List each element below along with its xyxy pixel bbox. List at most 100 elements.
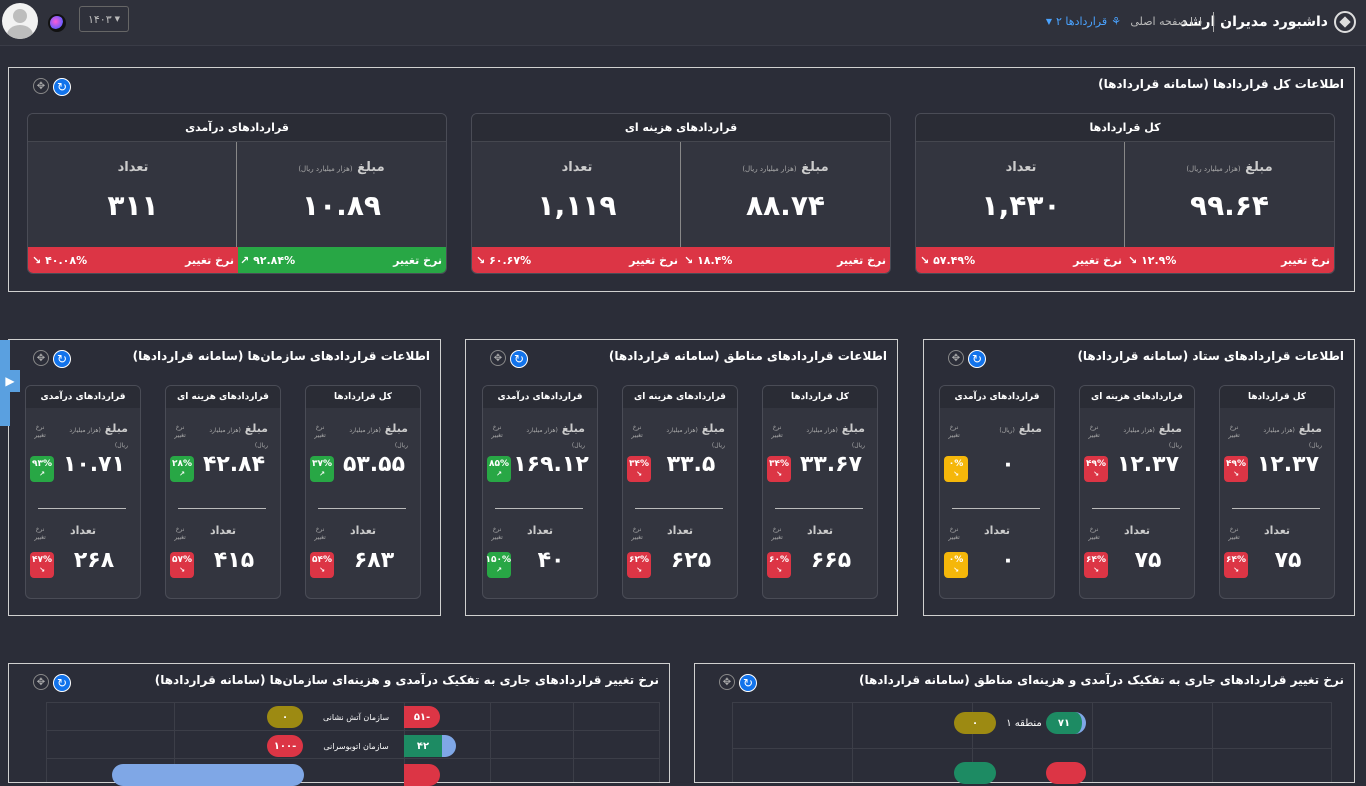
card-title: کل قراردادها — [1220, 386, 1334, 408]
organizations-change-rate-panel: نرخ تغییر قراردادهای جاری به تفکیک درآمد… — [8, 663, 670, 786]
cost-bar[interactable]: ۴۲ — [404, 735, 456, 757]
move-icon[interactable]: ✥ — [33, 350, 49, 366]
amount-row: مبلغ (هزار میلیارد ریال) نرخ تغییر ۱۰.۷۱ ۹۳… — [26, 416, 140, 482]
move-icon[interactable]: ✥ — [33, 674, 49, 690]
count-rate-badge: ۵۴% ↘ — [310, 552, 334, 578]
cost-bar[interactable] — [1046, 762, 1086, 784]
summary-card: قراردادهای درآمدی مبلغ (هزار میلیارد ریال… — [25, 385, 141, 599]
count-rate-badge: ۴۷% ↘ — [30, 552, 54, 578]
rate-label: نرخ تغییر — [1088, 424, 1100, 439]
amount-rate-value: ۹۳% — [31, 459, 52, 469]
count-rate-value: ۴۰.۰۸% — [45, 253, 88, 267]
avatar[interactable] — [2, 3, 38, 39]
income-bar[interactable]: -۱۰۰ — [267, 735, 303, 757]
card-title: کل قراردادها — [916, 114, 1334, 142]
amount-unit: (هزار میلیارد ریال) — [666, 427, 725, 449]
cost-bar[interactable]: -۵۱ — [404, 706, 440, 728]
refresh-icon[interactable]: ↻ — [739, 674, 757, 692]
overall-contracts-panel: اطلاعات کل قراردادها (سامانه قراردادها) … — [8, 67, 1355, 292]
amount-value: ۱۰.۸۹ — [302, 189, 381, 222]
move-icon[interactable]: ✥ — [948, 350, 964, 366]
count-label: تعداد — [526, 524, 554, 537]
divider — [318, 508, 406, 509]
row-label: سازمان آتش نشانی — [322, 713, 390, 722]
refresh-icon[interactable]: ↻ — [510, 350, 528, 368]
count-row: تعداد نرخ تغییر ۴۰ ۱۵۰% ↗ — [483, 518, 597, 578]
count-rate: ۵۷.۴۹% ↘ — [920, 254, 975, 267]
trend-icon: ↗ — [496, 470, 502, 478]
income-bar[interactable] — [954, 762, 996, 784]
count-value: ۱,۴۳۰ — [981, 189, 1061, 222]
rate-label: نرخ تغییر — [1073, 253, 1122, 267]
rate-label: نرخ تغییر — [174, 526, 186, 541]
breadcrumb-home[interactable]: صفحه اصلی — [1130, 15, 1201, 28]
amount-rate-value: ۱۲.۹% — [1141, 253, 1177, 267]
amount-rate-value: ۳۷% — [311, 459, 332, 469]
rate-label: نرخ تغییر — [314, 424, 326, 439]
amount-label-text: مبلغ — [1298, 422, 1322, 435]
summary-card: قراردادهای درآمدی مبلغ (هزار میلیارد ریال… — [27, 113, 447, 274]
count-value: ۴۰ — [537, 548, 565, 573]
card-title: قراردادهای هزینه ای — [623, 386, 737, 408]
count-rate-value: ۶۴% — [1085, 555, 1106, 565]
amount-rate: ۱۲.۹% ↘ — [1128, 254, 1176, 267]
rate-label: نرخ تغییر — [34, 526, 46, 541]
amount-value: ۰ — [1001, 452, 1015, 477]
trend-icon: ↘ — [776, 470, 782, 478]
rate-label: نرخ تغییر — [34, 424, 46, 439]
divider — [495, 508, 583, 509]
amount-label-text: مبلغ — [801, 160, 829, 175]
rate-label: نرخ تغییر — [1281, 253, 1330, 267]
divider — [635, 508, 723, 509]
amount-unit: (ریال) — [999, 427, 1015, 434]
cost-bar[interactable]: ۷۱ — [1046, 712, 1086, 734]
amount-unit: (هزار میلیارد ریال) — [209, 427, 268, 449]
amount-unit: (هزار میلیارد ریال) — [806, 427, 865, 449]
move-icon[interactable]: ✥ — [33, 78, 49, 94]
card-title: قراردادهای هزینه ای — [472, 114, 890, 142]
summary-card: کل قراردادها مبلغ (هزار میلیارد ریال) نرخ … — [305, 385, 421, 599]
refresh-icon[interactable]: ↻ — [968, 350, 986, 368]
refresh-icon[interactable]: ↻ — [53, 78, 71, 96]
refresh-icon[interactable]: ↻ — [53, 350, 71, 368]
brand[interactable]: داشبورد مدیران ارشد — [1181, 11, 1356, 33]
amount-column: مبلغ (هزار میلیارد ریال) ۹۹.۶۴ — [1124, 142, 1334, 248]
breadcrumb-home-label: صفحه اصلی — [1130, 15, 1187, 28]
trend-icon: ↗ — [39, 470, 45, 478]
count-value: ۷۵ — [1274, 548, 1302, 573]
breadcrumb-contracts[interactable]: ⚘ قراردادها ۲ ▼ — [1046, 15, 1121, 28]
panel-tools: ✥ ↻ — [33, 674, 71, 692]
income-bar[interactable]: ۰ — [267, 706, 303, 728]
theme-toggle-icon[interactable] — [48, 14, 66, 32]
trend-icon: ↗ — [179, 470, 185, 478]
income-bar[interactable]: ۰ — [954, 712, 996, 734]
regions-contracts-panel: اطلاعات قراردادهای مناطق (سامانه قرارداد… — [465, 339, 898, 616]
move-icon[interactable]: ✥ — [490, 350, 506, 366]
cost-bar[interactable] — [404, 764, 440, 786]
count-rate-bar: نرخ تغییر ۵۷.۴۹% ↘ — [916, 247, 1126, 273]
income-bar[interactable] — [112, 764, 304, 786]
amount-row: مبلغ (هزار میلیارد ریال) نرخ تغییر ۱۲.۳۷ ۴۹… — [1220, 416, 1334, 482]
count-rate: ۴۰.۰۸% ↘ — [32, 254, 87, 267]
amount-row: مبلغ (هزار میلیارد ریال) نرخ تغییر ۳۳.۶۷ ۳۴… — [763, 416, 877, 482]
count-rate-value: ۰% — [948, 555, 964, 565]
header-separator — [1213, 12, 1214, 32]
rate-label: نرخ تغییر — [314, 526, 326, 541]
amount-unit: (هزار میلیارد ریال) — [69, 427, 128, 449]
amount-label: مبلغ (هزار میلیارد ریال) — [338, 422, 408, 452]
trend-icon: ↘ — [920, 253, 930, 267]
amount-label: مبلغ (هزار میلیارد ریال) — [655, 422, 725, 452]
amount-label: مبلغ (هزار میلیارد ریال) — [681, 160, 890, 175]
year-select[interactable]: ▼ ۱۴۰۳ — [79, 6, 129, 32]
amount-rate: ۱۸.۴% ↘ — [684, 254, 732, 267]
cost-bar-value: -۵۱ — [413, 711, 431, 723]
amount-rate-badge: ۲۸% ↗ — [170, 456, 194, 482]
count-value: ۷۵ — [1134, 548, 1162, 573]
play-icon[interactable]: ▶ — [0, 370, 20, 392]
amount-label-text: مبلغ — [357, 160, 385, 175]
organizations-contracts-panel: اطلاعات قراردادهای سازمان‌ها (سامانه قرا… — [8, 339, 441, 616]
refresh-icon[interactable]: ↻ — [53, 674, 71, 692]
amount-rate-badge: ۳۷% ↗ — [310, 456, 334, 482]
trend-icon: ↘ — [476, 253, 486, 267]
move-icon[interactable]: ✥ — [719, 674, 735, 690]
